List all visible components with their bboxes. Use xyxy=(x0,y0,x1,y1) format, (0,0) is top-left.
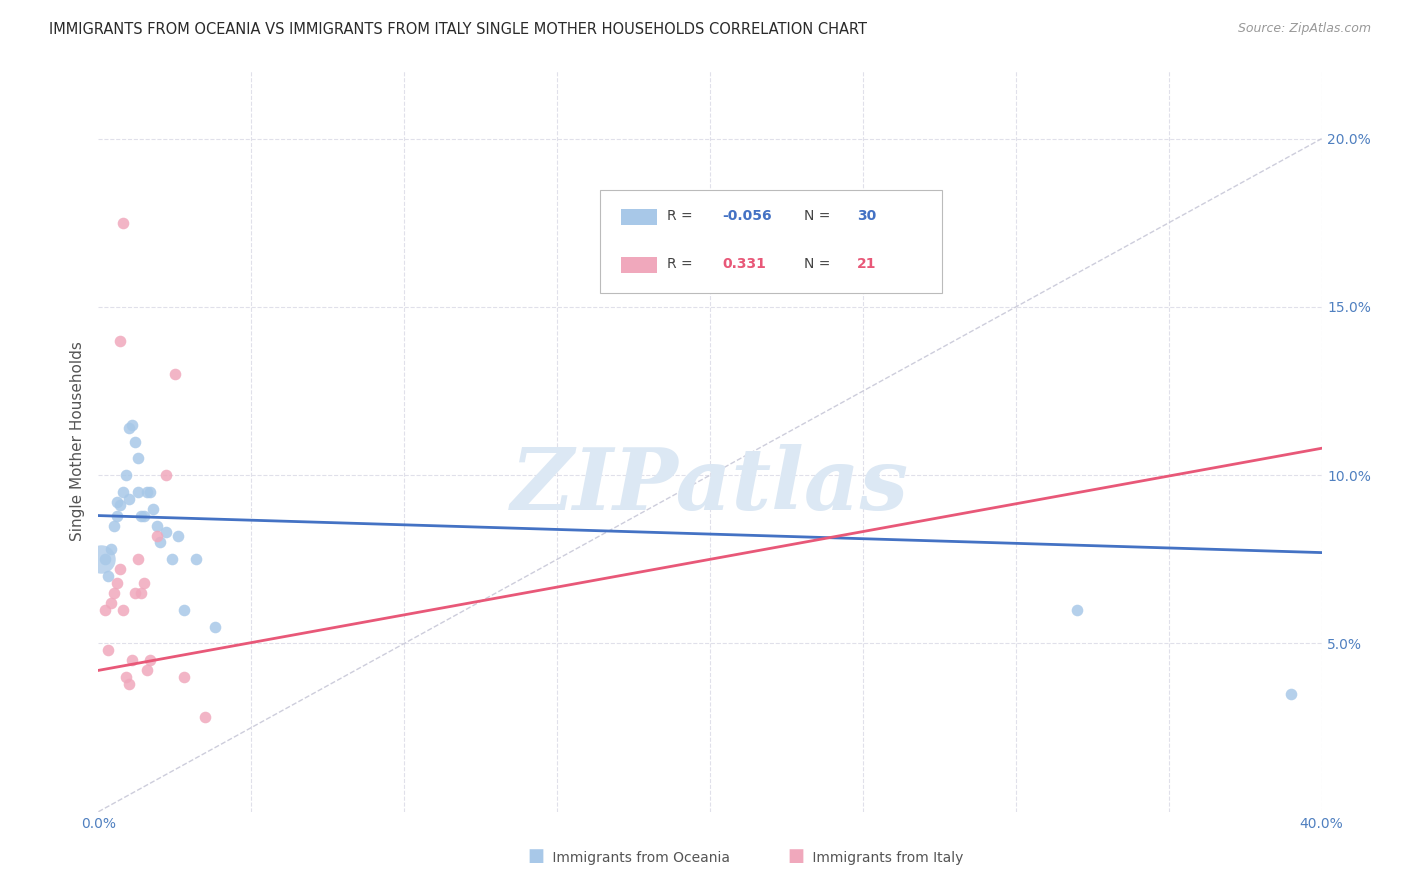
Point xyxy=(100,542,122,557)
Point xyxy=(163,368,186,382)
Point xyxy=(204,619,226,633)
Point xyxy=(103,518,125,533)
Text: ZIPatlas: ZIPatlas xyxy=(510,444,910,528)
Point xyxy=(127,451,149,466)
Text: N =: N = xyxy=(804,209,835,223)
Point xyxy=(155,525,177,540)
Point xyxy=(97,569,120,583)
Text: 30: 30 xyxy=(856,209,876,223)
Point xyxy=(1066,603,1088,617)
Point xyxy=(108,499,131,513)
Point xyxy=(115,670,138,684)
Text: 21: 21 xyxy=(856,257,876,271)
Y-axis label: Single Mother Households: Single Mother Households xyxy=(70,342,86,541)
Point xyxy=(115,468,138,483)
Text: R =: R = xyxy=(668,257,697,271)
Text: 0.331: 0.331 xyxy=(723,257,766,271)
FancyBboxPatch shape xyxy=(600,190,942,293)
Point xyxy=(155,468,177,483)
Point xyxy=(93,603,115,617)
Point xyxy=(127,552,149,566)
Point xyxy=(121,417,143,432)
Point xyxy=(105,575,128,590)
Point xyxy=(108,334,131,348)
Point xyxy=(90,552,112,566)
Point xyxy=(105,495,128,509)
Point xyxy=(145,529,167,543)
Point xyxy=(139,653,162,667)
Text: Immigrants from Oceania: Immigrants from Oceania xyxy=(548,851,730,865)
Point xyxy=(103,586,125,600)
Text: R =: R = xyxy=(668,209,697,223)
Bar xyxy=(620,257,658,274)
Point xyxy=(100,596,122,610)
Point xyxy=(111,603,134,617)
Point xyxy=(139,485,162,500)
Text: -0.056: -0.056 xyxy=(723,209,772,223)
Point xyxy=(173,670,195,684)
Point xyxy=(160,552,183,566)
Point xyxy=(105,508,128,523)
Text: IMMIGRANTS FROM OCEANIA VS IMMIGRANTS FROM ITALY SINGLE MOTHER HOUSEHOLDS CORREL: IMMIGRANTS FROM OCEANIA VS IMMIGRANTS FR… xyxy=(49,22,868,37)
Point xyxy=(124,586,146,600)
Point xyxy=(111,216,134,230)
Point xyxy=(173,603,195,617)
Point xyxy=(145,518,167,533)
Point xyxy=(108,562,131,576)
Point xyxy=(111,485,134,500)
Point xyxy=(93,552,115,566)
Point xyxy=(124,434,146,449)
Point xyxy=(97,643,120,657)
Text: ■: ■ xyxy=(787,847,804,865)
Point xyxy=(186,552,208,566)
Point xyxy=(136,485,159,500)
Point xyxy=(194,710,217,724)
Point xyxy=(118,491,141,506)
Point xyxy=(134,508,156,523)
Point xyxy=(121,653,143,667)
Point xyxy=(118,421,141,435)
Point xyxy=(1279,687,1302,701)
Point xyxy=(149,535,172,549)
Point xyxy=(127,485,149,500)
Point xyxy=(167,529,190,543)
Point xyxy=(142,501,165,516)
Point xyxy=(129,508,152,523)
Text: N =: N = xyxy=(804,257,835,271)
Point xyxy=(134,575,156,590)
Text: ■: ■ xyxy=(527,847,544,865)
Bar xyxy=(620,209,658,226)
Point xyxy=(136,664,159,678)
Point xyxy=(118,677,141,691)
Text: Immigrants from Italy: Immigrants from Italy xyxy=(808,851,965,865)
Point xyxy=(129,586,152,600)
Text: Source: ZipAtlas.com: Source: ZipAtlas.com xyxy=(1237,22,1371,36)
